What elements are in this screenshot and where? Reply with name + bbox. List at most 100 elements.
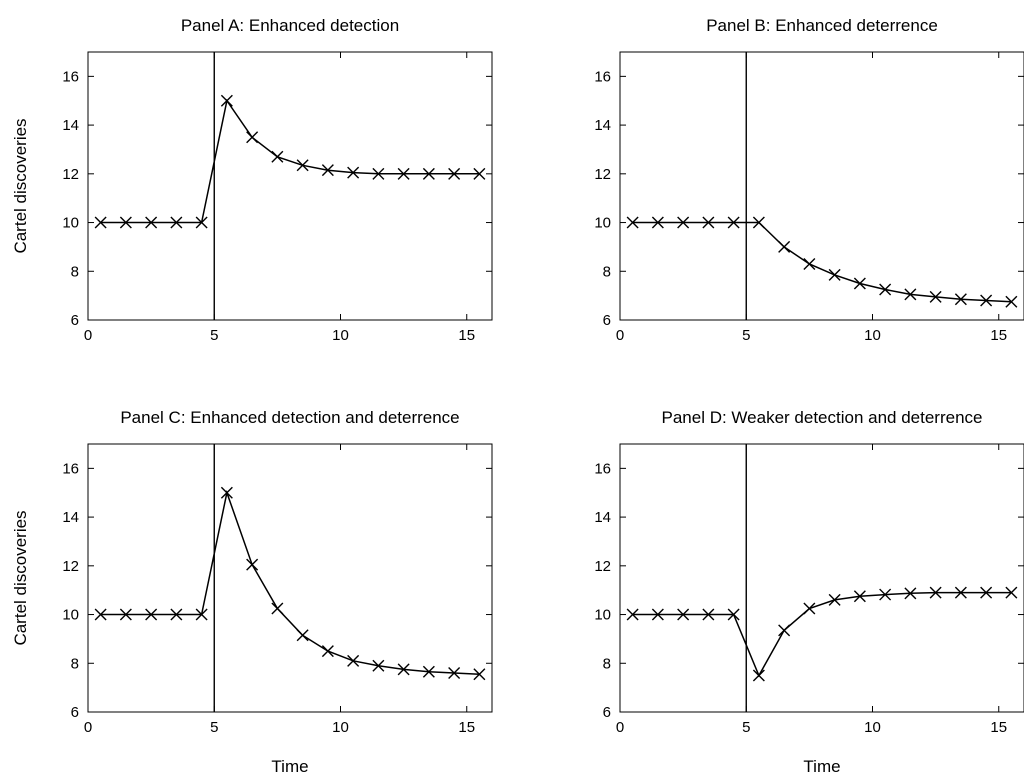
y-tick-label: 16	[594, 68, 611, 85]
y-tick-label: 14	[594, 117, 611, 134]
y-tick-label: 6	[71, 312, 79, 329]
data-point	[828, 268, 841, 281]
data-point	[170, 216, 183, 229]
data-point	[397, 663, 410, 676]
x-tick-label: 0	[84, 327, 92, 344]
data-point	[702, 608, 715, 621]
y-tick-label: 16	[62, 460, 79, 477]
y-tick-label: 10	[594, 215, 611, 232]
data-point	[170, 608, 183, 621]
data-point	[473, 668, 486, 681]
y-tick-label: 12	[62, 558, 79, 575]
panel-title: Panel D: Weaker detection and deterrence	[662, 408, 983, 427]
data-point	[853, 590, 866, 603]
y-tick-label: 14	[62, 117, 79, 134]
data-point	[954, 586, 967, 599]
y-tick-label: 8	[603, 263, 611, 280]
series-line	[100, 489, 480, 675]
y-tick-label: 6	[603, 312, 611, 329]
data-point	[473, 167, 486, 180]
data-point	[347, 166, 360, 179]
data-point	[929, 586, 942, 599]
panel-d: Panel D: Weaker detection and deterrence…	[594, 408, 1024, 776]
panel-title: Panel C: Enhanced detection and deterren…	[120, 408, 459, 427]
data-point	[296, 159, 309, 172]
data-point	[727, 216, 740, 229]
x-tick-label: 5	[742, 719, 750, 736]
data-point	[1005, 586, 1018, 599]
x-tick-label: 0	[616, 327, 624, 344]
plot-frame	[619, 443, 1024, 713]
x-tick-label: 10	[332, 327, 349, 344]
x-axis-label: Time	[803, 757, 840, 776]
data-point	[752, 669, 765, 682]
series-line	[632, 591, 1012, 678]
x-axis-label: Time	[271, 757, 308, 776]
x-tick-label: 10	[864, 327, 881, 344]
data-point	[195, 608, 208, 621]
data-point	[145, 608, 158, 621]
x-tick-label: 10	[332, 719, 349, 736]
data-point	[904, 288, 917, 301]
data-point	[271, 602, 284, 615]
y-tick-label: 14	[62, 509, 79, 526]
plot-frame	[619, 51, 1024, 321]
data-point	[727, 608, 740, 621]
data-point	[651, 608, 664, 621]
data-point	[220, 486, 233, 499]
data-point	[828, 593, 841, 606]
data-point	[879, 283, 892, 296]
data-point	[347, 654, 360, 667]
x-tick-label: 5	[210, 719, 218, 736]
y-tick-label: 12	[594, 558, 611, 575]
data-point	[321, 645, 334, 658]
plot-frame	[87, 443, 493, 713]
data-point	[119, 216, 132, 229]
x-tick-label: 5	[210, 327, 218, 344]
data-point	[879, 588, 892, 601]
series-line	[632, 221, 1012, 303]
x-tick-label: 0	[616, 719, 624, 736]
y-axis-label: Cartel discoveries	[11, 510, 30, 645]
x-tick-label: 10	[864, 719, 881, 736]
panel-title: Panel B: Enhanced deterrence	[706, 16, 938, 35]
data-point	[803, 257, 816, 270]
panel-b: Panel B: Enhanced deterrence 0 5 10 15 6 8 10 12…	[594, 16, 1024, 344]
data-point	[677, 608, 690, 621]
data-point	[195, 216, 208, 229]
y-tick-label: 10	[62, 215, 79, 232]
panel-title: Panel A: Enhanced detection	[181, 16, 399, 35]
data-point	[929, 290, 942, 303]
x-tick-label: 15	[458, 327, 475, 344]
y-tick-label: 12	[62, 166, 79, 183]
data-point	[94, 608, 107, 621]
x-tick-label: 15	[990, 719, 1007, 736]
data-point	[422, 665, 435, 678]
y-tick-label: 8	[71, 655, 79, 672]
data-point	[651, 216, 664, 229]
data-point	[321, 164, 334, 177]
data-point	[271, 150, 284, 163]
y-tick-label: 10	[62, 607, 79, 624]
y-tick-label: 14	[594, 509, 611, 526]
data-point	[853, 277, 866, 290]
plot-frame	[87, 51, 493, 321]
data-point	[803, 602, 816, 615]
data-point	[119, 608, 132, 621]
y-tick-label: 10	[594, 607, 611, 624]
data-point	[246, 131, 259, 144]
data-point	[397, 167, 410, 180]
data-point	[626, 608, 639, 621]
data-point	[220, 94, 233, 107]
data-point	[145, 216, 158, 229]
data-point	[422, 167, 435, 180]
data-point	[778, 624, 791, 637]
data-point	[752, 216, 765, 229]
x-tick-label: 15	[990, 327, 1007, 344]
series-line	[100, 98, 480, 224]
y-tick-label: 16	[594, 460, 611, 477]
data-point	[677, 216, 690, 229]
y-tick-label: 6	[71, 704, 79, 721]
x-tick-label: 0	[84, 719, 92, 736]
